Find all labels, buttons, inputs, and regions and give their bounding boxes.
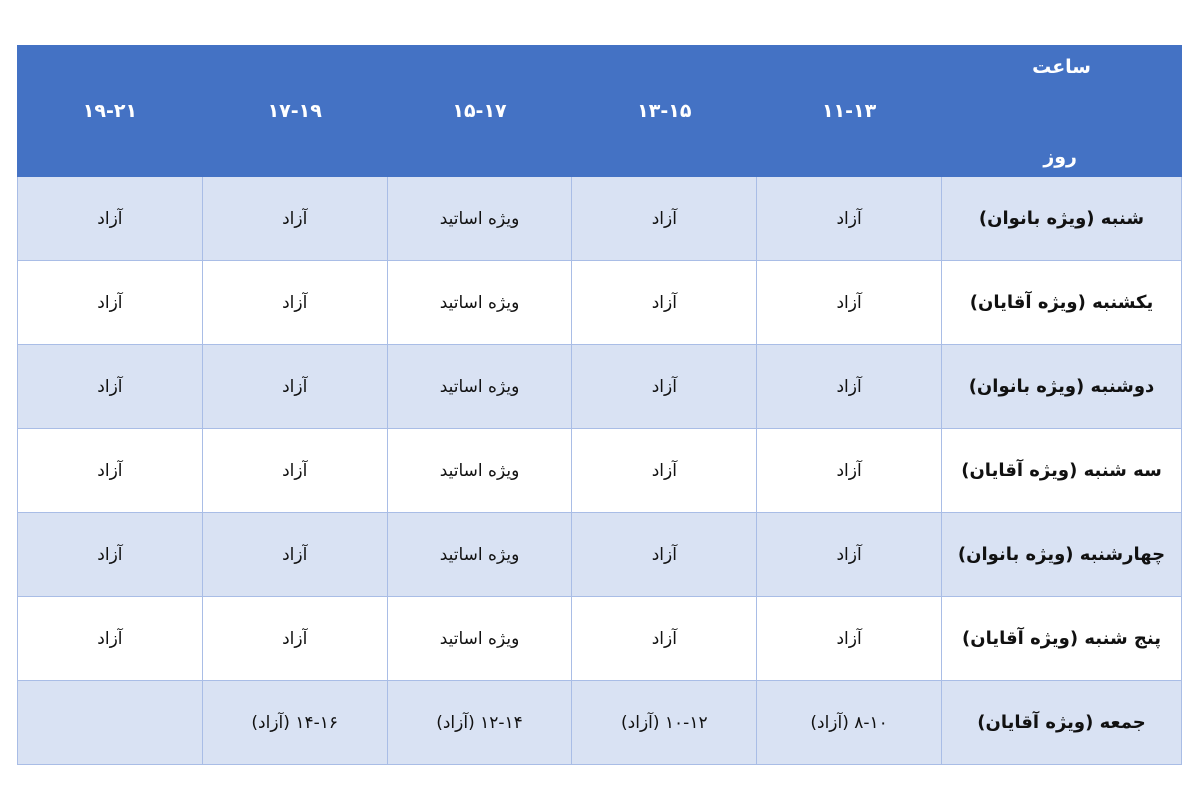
slot-cell: ۸-۱۰ (آزاد) [756,680,942,765]
slot-cell: آزاد [571,344,758,429]
slot-cell: ۱۲-۱۴ (آزاد) [386,680,573,765]
table-row: شنبه (ویژه بانوان) آزاد آزاد ویژه اساتید آزا… [17,176,1182,261]
slot-cell: آزاد [201,176,388,261]
day-cell: یکشنبه (ویژه آقایان) [941,260,1182,345]
slot-cell: آزاد [756,512,942,597]
slot-cell: آزاد [756,596,942,681]
slot-header: ۱۱-۱۳ [756,45,942,177]
slot-cell: آزاد [201,428,388,513]
slot-cell: ویژه اساتید [386,428,573,513]
slot-header: ۱۳-۱۵ [571,45,758,177]
day-cell: چهارشنبه (ویژه بانوان) [941,512,1182,597]
slot-cell: ویژه اساتید [386,344,573,429]
slot-cell: آزاد [201,512,388,597]
table-row: دوشنبه (ویژه بانوان) آزاد آزاد ویژه اساتید آ… [17,344,1182,429]
slot-cell: آزاد [201,344,388,429]
slot-cell: ویژه اساتید [386,512,573,597]
slot-cell: آزاد [571,428,758,513]
slot-header: ۱۷-۱۹ [201,45,388,177]
day-cell: جمعه (ویژه آقایان) [941,680,1182,765]
slot-cell: آزاد [201,260,388,345]
slot-cell: ۱۴-۱۶ (آزاد) [201,680,388,765]
day-cell: پنج شنبه (ویژه آقایان) [941,596,1182,681]
hour-label: ساعت [1032,56,1091,78]
slot-cell: آزاد [571,512,758,597]
slot-cell [17,680,203,765]
slot-header: ۱۵-۱۷ [386,45,573,177]
slot-cell: آزاد [17,596,203,681]
slot-cell: آزاد [571,260,758,345]
slot-cell: ویژه اساتید [386,176,573,261]
table-row: جمعه (ویژه آقایان) ۸-۱۰ (آزاد) ۱۰-۱۲ (آزاد… [17,680,1182,765]
day-cell: سه شنبه (ویژه آقایان) [941,428,1182,513]
slot-cell: آزاد [17,260,203,345]
table-row: سه شنبه (ویژه آقایان) آزاد آزاد ویژه اساتید… [17,428,1182,513]
slot-cell: آزاد [201,596,388,681]
slot-cell: آزاد [571,176,758,261]
corner-header: ساعت روز [941,45,1182,177]
header-row: ساعت روز ۱۱-۱۳ ۱۳-۱۵ ۱۵-۱۷ ۱۷-۱۹ ۱۹-۲۱ [17,45,1182,177]
slot-cell: ویژه اساتید [386,260,573,345]
slot-cell: آزاد [17,512,203,597]
slot-cell: ویژه اساتید [386,596,573,681]
schedule-table: ساعت روز ۱۱-۱۳ ۱۳-۱۵ ۱۵-۱۷ ۱۷-۱۹ ۱۹-۲۱ ش… [17,45,1182,765]
slot-cell: آزاد [756,260,942,345]
slot-cell: آزاد [17,344,203,429]
table-row: یکشنبه (ویژه آقایان) آزاد آزاد ویژه اساتید آ… [17,260,1182,345]
slot-cell: آزاد [756,176,942,261]
slot-header: ۱۹-۲۱ [17,45,203,177]
slot-cell: ۱۰-۱۲ (آزاد) [571,680,758,765]
slot-cell: آزاد [571,596,758,681]
day-cell: شنبه (ویژه بانوان) [941,176,1182,261]
slot-cell: آزاد [756,428,942,513]
slot-cell: آزاد [17,428,203,513]
slot-cell: آزاد [756,344,942,429]
day-cell: دوشنبه (ویژه بانوان) [941,344,1182,429]
table-row: چهارشنبه (ویژه بانوان) آزاد آزاد ویژه اساتی… [17,512,1182,597]
day-label: روز [1043,146,1077,168]
slot-cell: آزاد [17,176,203,261]
table-row: پنج شنبه (ویژه آقایان) آزاد آزاد ویژه اساتی… [17,596,1182,681]
